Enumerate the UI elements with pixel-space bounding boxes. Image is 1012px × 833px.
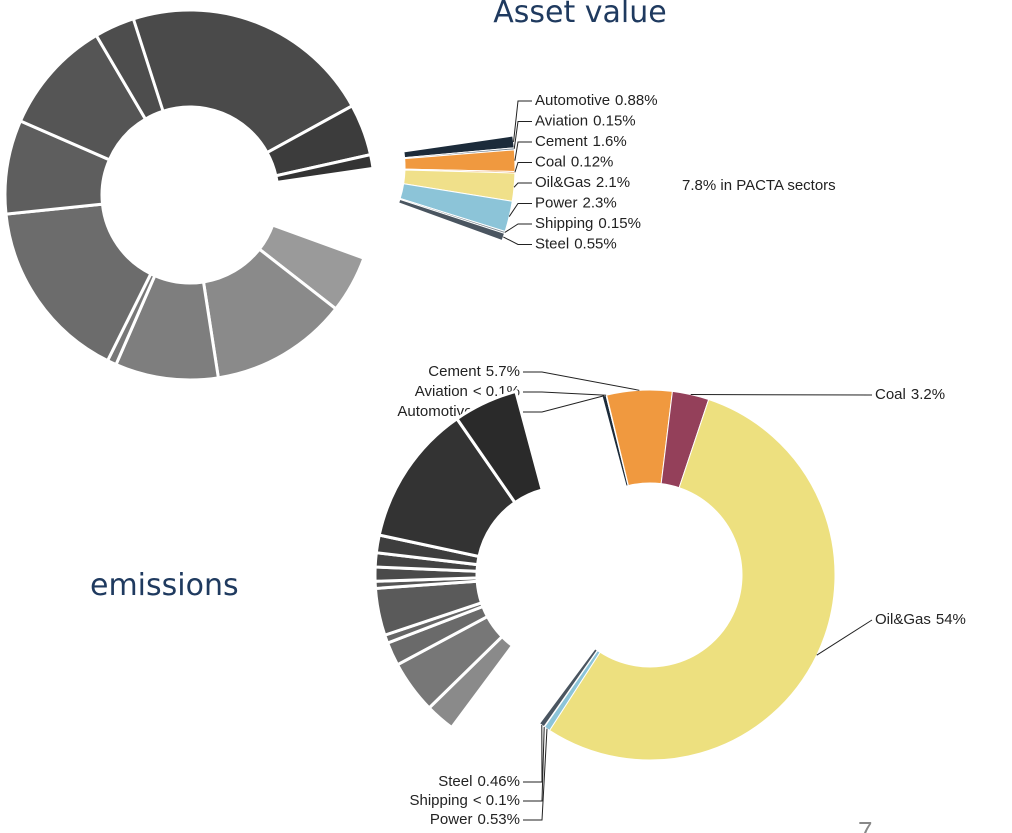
page-number: 7 bbox=[858, 816, 872, 833]
value-label: < 0.1% bbox=[473, 792, 520, 809]
chart-title: Asset value bbox=[493, 0, 666, 30]
value-label: 0.12% bbox=[571, 153, 614, 170]
leader-line bbox=[523, 371, 640, 391]
annotation: 7.8% in PACTA sectors bbox=[682, 177, 836, 194]
slice bbox=[4, 202, 153, 363]
slice bbox=[538, 648, 598, 728]
category-label: Automotive bbox=[397, 403, 472, 420]
category-label: Power bbox=[535, 194, 578, 211]
category-label: Coal bbox=[875, 386, 906, 403]
leader-line bbox=[523, 725, 543, 783]
leader-line bbox=[523, 395, 605, 413]
leader-line bbox=[514, 162, 532, 173]
slice-label: Power 2.3% bbox=[535, 194, 617, 211]
slice-label: Oil&Gas 2.1% bbox=[535, 174, 630, 191]
leader-line bbox=[513, 100, 532, 142]
category-label: Steel bbox=[535, 235, 569, 252]
slice-label: Automotive 0.88% bbox=[535, 92, 658, 109]
value-label: 1.6% bbox=[593, 133, 627, 150]
leader-line bbox=[503, 236, 532, 245]
category-label: Steel bbox=[438, 773, 472, 790]
category-label: Aviation bbox=[535, 112, 588, 129]
slice bbox=[548, 398, 836, 761]
category-label: Shipping bbox=[409, 792, 467, 809]
slice-label: Shipping < 0.1% bbox=[409, 792, 520, 809]
leader-line bbox=[513, 182, 532, 188]
slice-label: Oil&Gas 54% bbox=[875, 611, 966, 628]
category-label: Power bbox=[430, 811, 473, 828]
leader-line bbox=[523, 726, 545, 802]
value-label: 0.55% bbox=[574, 235, 617, 252]
leader-line bbox=[513, 121, 532, 149]
leader-line bbox=[514, 141, 532, 161]
value-label: 2.1% bbox=[596, 174, 630, 191]
slice-label: Power 0.53% bbox=[430, 811, 520, 828]
category-label: Shipping bbox=[535, 215, 593, 232]
slice-label: Cement 5.7% bbox=[428, 363, 520, 380]
leader-line bbox=[504, 223, 532, 233]
value-label: 3.2% bbox=[911, 386, 945, 403]
category-label: Oil&Gas bbox=[535, 174, 591, 191]
slice-label: Shipping 0.15% bbox=[535, 215, 641, 232]
leader-line bbox=[508, 203, 532, 217]
slice bbox=[454, 389, 545, 505]
slice bbox=[274, 152, 375, 185]
chart-title: emissions bbox=[90, 568, 239, 603]
value-label: 0.15% bbox=[593, 112, 636, 129]
slice-label: Coal 0.12% bbox=[535, 153, 613, 170]
leader-line bbox=[816, 619, 873, 656]
slice bbox=[94, 16, 165, 122]
slice-label: Steel 0.46% bbox=[438, 773, 520, 790]
category-label: Aviation bbox=[415, 383, 468, 400]
slice bbox=[398, 198, 506, 242]
category-label: Coal bbox=[535, 153, 566, 170]
slice-label: Aviation 0.15% bbox=[535, 112, 636, 129]
leader-line bbox=[523, 391, 607, 396]
leader-line bbox=[523, 728, 548, 821]
category-label: Cement bbox=[535, 133, 588, 150]
category-label: Cement bbox=[428, 363, 481, 380]
category-label: Oil&Gas bbox=[875, 611, 931, 628]
value-label: 2.3% bbox=[583, 194, 617, 211]
value-label: 0.46% bbox=[477, 773, 520, 790]
value-label: 5.7% bbox=[486, 363, 520, 380]
slice bbox=[130, 8, 355, 155]
category-label: Automotive bbox=[535, 92, 610, 109]
slice-label: Steel 0.55% bbox=[535, 235, 617, 252]
slice-label: Cement 1.6% bbox=[535, 133, 627, 150]
slice-label: Coal 3.2% bbox=[875, 386, 945, 403]
value-label: 0.15% bbox=[598, 215, 641, 232]
value-label: 0.53% bbox=[477, 811, 520, 828]
value-label: 54% bbox=[936, 611, 966, 628]
value-label: 0.88% bbox=[615, 92, 658, 109]
